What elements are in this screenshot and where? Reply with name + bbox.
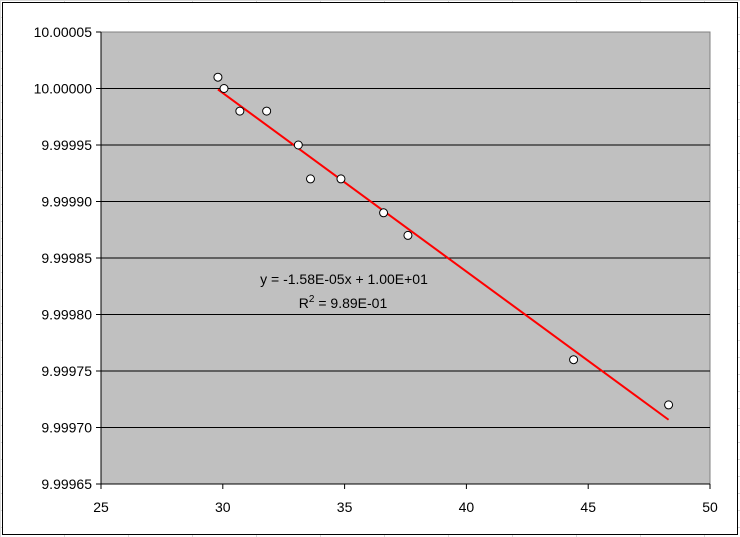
trendline[interactable]	[217, 88, 670, 421]
y-tick-label: 9.99975	[41, 363, 92, 379]
data-point[interactable]	[213, 72, 223, 82]
data-point[interactable]	[305, 174, 315, 184]
data-points	[213, 72, 674, 410]
x-tick-label: 35	[337, 499, 353, 515]
gridlines	[101, 88, 710, 428]
y-tick-label: 9.99980	[41, 307, 92, 323]
data-point[interactable]	[336, 174, 346, 184]
y-tick-label: 9.99990	[41, 194, 92, 210]
x-tick-label: 45	[580, 499, 596, 515]
r-squared-prefix: R	[299, 295, 309, 311]
trendline-equation-label: y = -1.58E-05x + 1.00E+01	[260, 271, 428, 287]
data-point[interactable]	[403, 230, 413, 240]
y-tick-label: 9.99970	[41, 420, 92, 436]
x-tick-label: 50	[702, 499, 718, 515]
r-squared-superscript: 2	[309, 294, 315, 305]
y-tick-label: 10.00005	[34, 24, 93, 40]
data-point[interactable]	[664, 400, 674, 410]
data-point[interactable]	[235, 106, 245, 116]
data-point[interactable]	[379, 208, 389, 218]
data-point[interactable]	[293, 140, 303, 150]
r-squared-value: = 9.89E-01	[314, 295, 387, 311]
x-tick-label: 40	[459, 499, 475, 515]
x-tick-label: 30	[215, 499, 231, 515]
y-tick-label: 9.99965	[41, 476, 92, 492]
r-squared-label: R2 = 9.89E-01	[299, 294, 388, 311]
y-tick-label: 10.00000	[34, 81, 93, 97]
x-tick-label: 25	[93, 499, 109, 515]
y-tick-label: 9.99995	[41, 137, 92, 153]
data-point[interactable]	[219, 84, 229, 93]
y-axis-tick-labels: 9.99965 9.99970 9.99975 9.99980 9.99985 9.999…	[34, 24, 102, 492]
data-point[interactable]	[569, 355, 579, 365]
x-axis-tick-labels: 25 30 35 40 45 50	[93, 483, 718, 515]
data-point[interactable]	[262, 106, 272, 116]
y-tick-label: 9.99985	[41, 250, 92, 266]
